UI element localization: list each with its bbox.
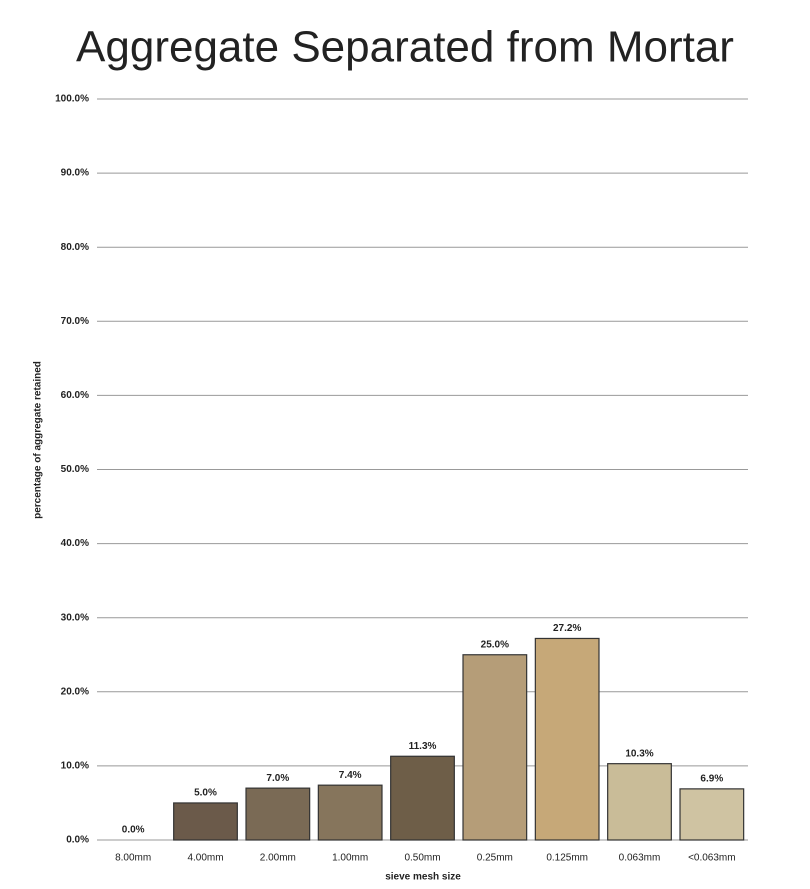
bar [317, 784, 383, 841]
data-label: 7.0% [266, 773, 289, 784]
data-label: 25.0% [481, 639, 509, 650]
bar [462, 654, 528, 841]
bar [607, 763, 672, 841]
y-tick-label: 60.0% [61, 390, 89, 401]
y-tick-label: 20.0% [61, 686, 89, 697]
x-tick-label: 0.125mm [546, 853, 588, 864]
data-label: 27.2% [553, 623, 581, 634]
chart-title: Aggregate Separated from Mortar [76, 23, 734, 72]
data-label: 7.4% [339, 770, 362, 781]
bar [173, 802, 238, 841]
y-tick-label: 90.0% [61, 168, 89, 179]
data-label: 0.0% [122, 825, 145, 836]
bar [679, 788, 745, 841]
y-axis-label: percentage of aggregate retained [33, 361, 44, 519]
bar [534, 637, 600, 841]
bar [390, 755, 455, 841]
y-tick-label: 10.0% [61, 761, 89, 772]
y-tick-label: 30.0% [61, 612, 89, 623]
x-tick-label: 2.00mm [260, 853, 296, 864]
x-tick-label: 0.25mm [477, 853, 513, 864]
bar [245, 787, 311, 841]
x-tick-label: 4.00mm [187, 853, 223, 864]
data-label: 11.3% [409, 741, 437, 752]
x-axis-label: sieve mesh size [385, 872, 461, 883]
x-tick-label: 1.00mm [332, 853, 368, 864]
x-tick-label: 0.50mm [404, 853, 440, 864]
y-tick-label: 40.0% [61, 538, 89, 549]
y-tick-label: 70.0% [61, 316, 89, 327]
y-tick-label: 80.0% [61, 242, 89, 253]
y-tick-label: 100.0% [55, 94, 89, 105]
y-tick-label: 50.0% [61, 464, 89, 475]
x-tick-label: 0.063mm [619, 853, 661, 864]
x-tick-label: 8.00mm [115, 853, 151, 864]
y-tick-label: 0.0% [66, 835, 89, 846]
x-tick-label: <0.063mm [688, 853, 736, 864]
data-label: 5.0% [194, 788, 217, 799]
data-label: 6.9% [700, 774, 723, 785]
data-label: 10.3% [625, 748, 653, 759]
